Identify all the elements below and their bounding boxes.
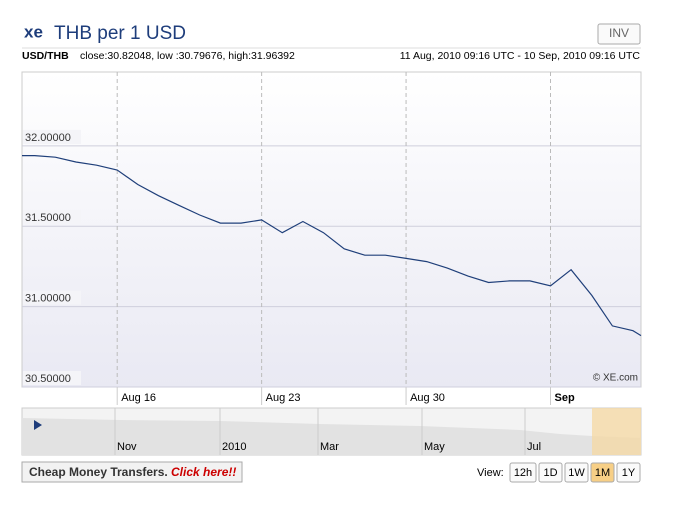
y-tick-label: 30.50000 (25, 373, 71, 385)
x-tick-label: Sep (554, 392, 574, 404)
nav-label: May (424, 441, 445, 453)
x-tick-label: Aug 30 (410, 392, 445, 404)
y-tick-bg (23, 210, 81, 225)
promo-link[interactable]: Click here!! (171, 465, 236, 479)
date-range: 11 Aug, 2010 09:16 UTC - 10 Sep, 2010 09… (400, 50, 641, 62)
range-label[interactable]: 1M (595, 467, 610, 479)
pair: USD/THB (22, 50, 69, 62)
y-tick-label: 31.00000 (25, 293, 71, 305)
x-tick-label: Aug 23 (266, 392, 301, 404)
range-label[interactable]: 1Y (622, 467, 636, 479)
plot-area (21, 71, 642, 388)
view-label: View: (477, 467, 504, 479)
navigator-selection[interactable] (592, 408, 641, 455)
nav-label: Jul (527, 441, 541, 453)
inv-label[interactable]: INV (609, 26, 629, 40)
price-line (22, 155, 642, 337)
y-tick-label: 32.00000 (25, 132, 71, 144)
promo[interactable]: Cheap Money Transfers. (29, 465, 168, 479)
y-tick-bg (23, 290, 81, 305)
navigator-area (22, 418, 641, 455)
inv-button[interactable] (597, 23, 641, 45)
y-tick-label: 31.50000 (25, 212, 71, 224)
promo-box[interactable] (21, 461, 243, 483)
x-tick-label: Aug 16 (121, 392, 156, 404)
range-button[interactable] (616, 462, 641, 483)
watermark: © XE.com (593, 373, 638, 384)
range-button[interactable] (564, 462, 589, 483)
range-button[interactable] (590, 462, 615, 483)
logo: xe (24, 22, 43, 41)
nav-label: Mar (320, 441, 339, 453)
range-label[interactable]: 1W (568, 467, 585, 479)
range-label[interactable]: 12h (514, 467, 532, 479)
y-tick-bg (23, 129, 81, 144)
nav-label: 2010 (222, 441, 246, 453)
stats: close:30.82048, low :30.79676, high:31.9… (80, 50, 295, 62)
range-button[interactable] (509, 462, 537, 483)
range-label[interactable]: 1D (543, 467, 557, 479)
title: THB per 1 USD (54, 23, 186, 44)
range-button[interactable] (538, 462, 563, 483)
nav-label: Nov (117, 441, 137, 453)
play-icon[interactable] (34, 420, 42, 430)
y-tick-bg (23, 371, 81, 385)
